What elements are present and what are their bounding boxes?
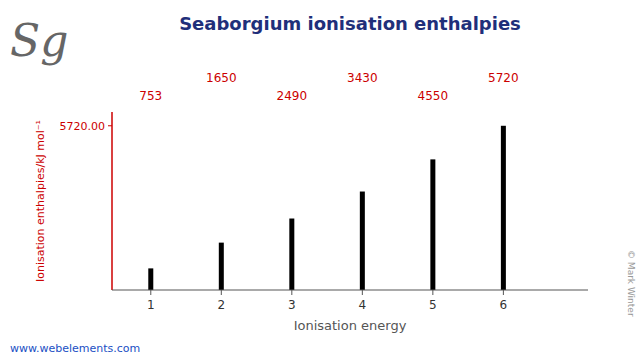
- x-tick-label: 2: [217, 298, 225, 312]
- x-tick: [150, 290, 151, 295]
- x-tick-label: 5: [429, 298, 437, 312]
- y-tick: [108, 125, 112, 126]
- x-tick: [503, 290, 504, 295]
- data-label: 1650: [206, 71, 237, 85]
- x-tick-label: 4: [359, 298, 367, 312]
- x-axis-label: Ionisation energy: [294, 318, 407, 333]
- y-axis-label: Ionisation enthalpies/kJ mol⁻¹: [34, 120, 47, 282]
- bar: [360, 192, 365, 290]
- data-label: 3430: [347, 71, 378, 85]
- x-tick: [432, 290, 433, 295]
- data-label: 753: [139, 89, 162, 103]
- data-label: 5720: [488, 71, 519, 85]
- x-tick-label: 1: [147, 298, 155, 312]
- chart: Seaborgium ionisation enthalpies Sg www.we…: [0, 0, 640, 360]
- website: www.webelements.com: [10, 342, 140, 355]
- title: Seaborgium ionisation enthalpies: [179, 13, 521, 34]
- x-tick-label: 6: [500, 298, 508, 312]
- bar: [219, 243, 224, 290]
- data-label: 4550: [418, 89, 449, 103]
- x-tick-label: 3: [288, 298, 296, 312]
- element-symbol: Sg: [10, 15, 68, 66]
- data-label: 2490: [277, 89, 308, 103]
- x-axis: [112, 290, 588, 291]
- bar: [148, 268, 153, 290]
- bar: [430, 159, 435, 290]
- bars: [148, 126, 506, 290]
- x-tick: [362, 290, 363, 295]
- bar: [501, 126, 506, 290]
- bar: [289, 219, 294, 290]
- x-tick: [221, 290, 222, 295]
- copyright: © Mark Winter: [626, 250, 636, 317]
- y-tick-label: 5720.00: [60, 120, 106, 133]
- y-axis: [111, 112, 113, 290]
- x-tick: [291, 290, 292, 295]
